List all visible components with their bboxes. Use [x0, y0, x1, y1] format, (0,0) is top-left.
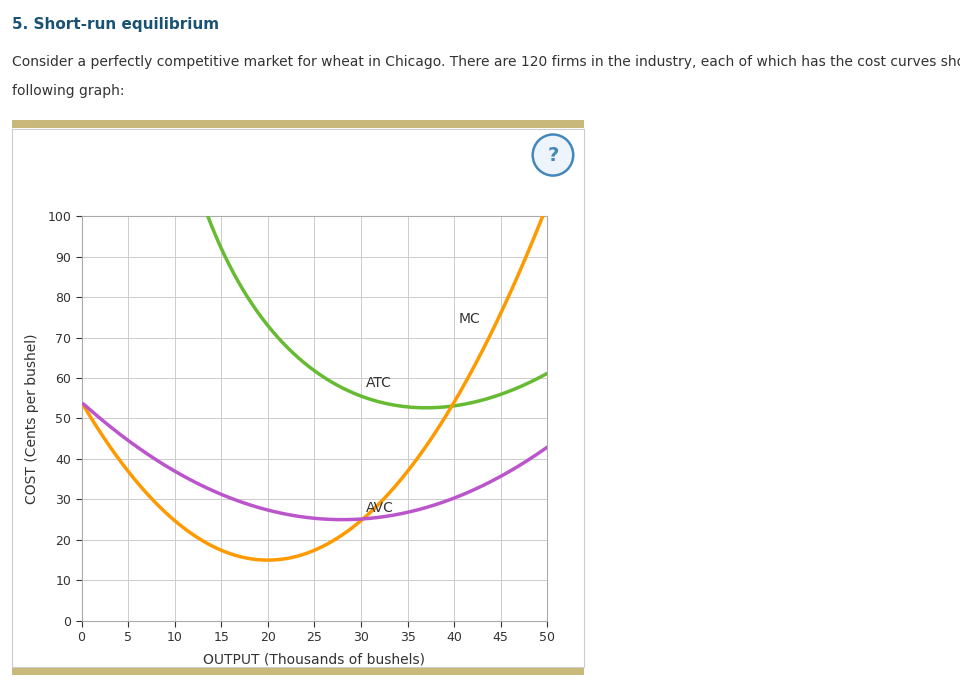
Text: AVC: AVC	[366, 501, 394, 514]
Text: MC: MC	[459, 312, 481, 326]
Text: ATC: ATC	[366, 376, 392, 390]
Y-axis label: COST (Cents per bushel): COST (Cents per bushel)	[25, 333, 39, 504]
Text: 5. Short-run equilibrium: 5. Short-run equilibrium	[12, 17, 220, 32]
Text: ?: ?	[547, 147, 559, 165]
X-axis label: OUTPUT (Thousands of bushels): OUTPUT (Thousands of bushels)	[204, 652, 425, 667]
Circle shape	[533, 134, 573, 176]
Text: following graph:: following graph:	[12, 84, 125, 97]
Text: Consider a perfectly competitive market for wheat in Chicago. There are 120 firm: Consider a perfectly competitive market …	[12, 55, 960, 69]
